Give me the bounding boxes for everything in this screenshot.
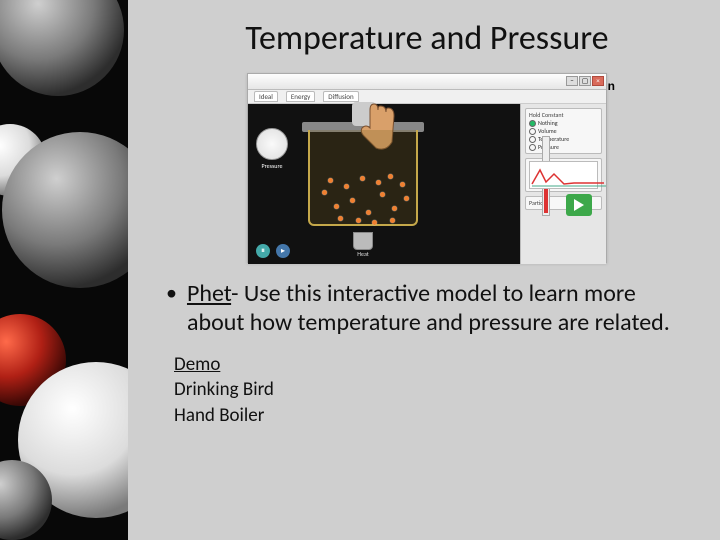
simulation-thumbnail[interactable]: – ▢ × Ideal Energy Diffusion Pressure <box>247 73 607 263</box>
simulation-thumbnail-wrap: Click to run – ▢ × Ideal Energy Diffusio… <box>247 73 607 263</box>
minimize-icon: – <box>566 76 578 86</box>
slide-title: Temperature and Pressure <box>158 18 696 59</box>
sim-window-buttons: – ▢ × <box>566 76 604 86</box>
demo-item: Drinking Bird <box>174 377 696 403</box>
pressure-gauge-icon <box>256 128 288 160</box>
phet-link[interactable]: Phet <box>187 279 231 308</box>
gas-container <box>308 130 418 226</box>
sim-tab: Ideal <box>254 91 278 102</box>
gauge-label: Pressure <box>251 162 293 170</box>
pause-icon: ⏸ <box>256 244 270 258</box>
bullet-dot-icon: • <box>166 279 177 338</box>
sim-side-panel: Hold Constant Nothing Volume Temperature… <box>520 104 606 264</box>
sim-tab: Diffusion <box>323 91 358 102</box>
slide-content: Temperature and Pressure Click to run – … <box>128 0 720 540</box>
heat-control: Heat <box>344 232 382 260</box>
sparkline <box>529 161 598 189</box>
bullet-item: • Phet- Use this interactive model to le… <box>166 279 686 338</box>
demo-list: Demo Drinking Bird Hand Boiler <box>174 352 696 429</box>
bullet-text: - Use this interactive model to learn mo… <box>187 279 670 337</box>
sim-stage: Pressure <box>248 104 520 264</box>
play-button-icon[interactable] <box>566 194 592 216</box>
sim-play-controls: ⏸ ▸ <box>256 244 290 258</box>
step-icon: ▸ <box>276 244 290 258</box>
sim-window-titlebar: – ▢ × <box>248 74 606 90</box>
sim-tab: Energy <box>286 91 315 102</box>
maximize-icon: ▢ <box>579 76 591 86</box>
sidebar-molecule-image <box>0 0 128 540</box>
demo-item: Hand Boiler <box>174 403 696 429</box>
sim-tabs: Ideal Energy Diffusion <box>248 90 606 104</box>
close-icon: × <box>592 76 604 86</box>
demo-heading: Demo <box>174 352 696 378</box>
